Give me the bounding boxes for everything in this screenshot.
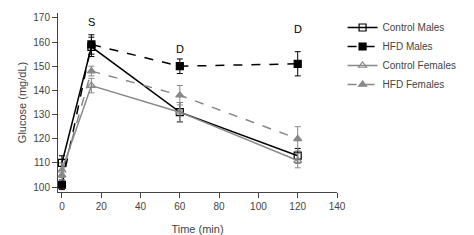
- svg-text:40: 40: [135, 201, 147, 212]
- svg-text:Glucose (mg/dL): Glucose (mg/dL): [16, 62, 28, 143]
- svg-text:120: 120: [33, 133, 50, 144]
- svg-text:120: 120: [289, 201, 306, 212]
- svg-text:170: 170: [33, 12, 50, 23]
- svg-text:Control Females: Control Females: [383, 60, 456, 71]
- svg-text:100: 100: [250, 201, 267, 212]
- svg-text:Time (min): Time (min): [171, 223, 223, 235]
- svg-text:60: 60: [174, 201, 186, 212]
- svg-text:150: 150: [33, 61, 50, 72]
- svg-text:110: 110: [34, 157, 50, 168]
- svg-text:0: 0: [59, 201, 65, 212]
- svg-text:140: 140: [329, 201, 346, 212]
- svg-text:S: S: [88, 16, 95, 28]
- svg-text:Control Males: Control Males: [383, 22, 445, 33]
- svg-text:20: 20: [96, 201, 108, 212]
- svg-text:130: 130: [33, 109, 50, 120]
- svg-text:100: 100: [33, 182, 50, 193]
- svg-text:HFD Females: HFD Females: [383, 79, 445, 90]
- svg-text:D: D: [176, 43, 184, 55]
- svg-text:D: D: [294, 23, 302, 35]
- svg-text:HFD Males: HFD Males: [383, 41, 433, 52]
- svg-text:140: 140: [33, 85, 50, 96]
- svg-text:160: 160: [33, 37, 50, 48]
- svg-text:80: 80: [214, 201, 226, 212]
